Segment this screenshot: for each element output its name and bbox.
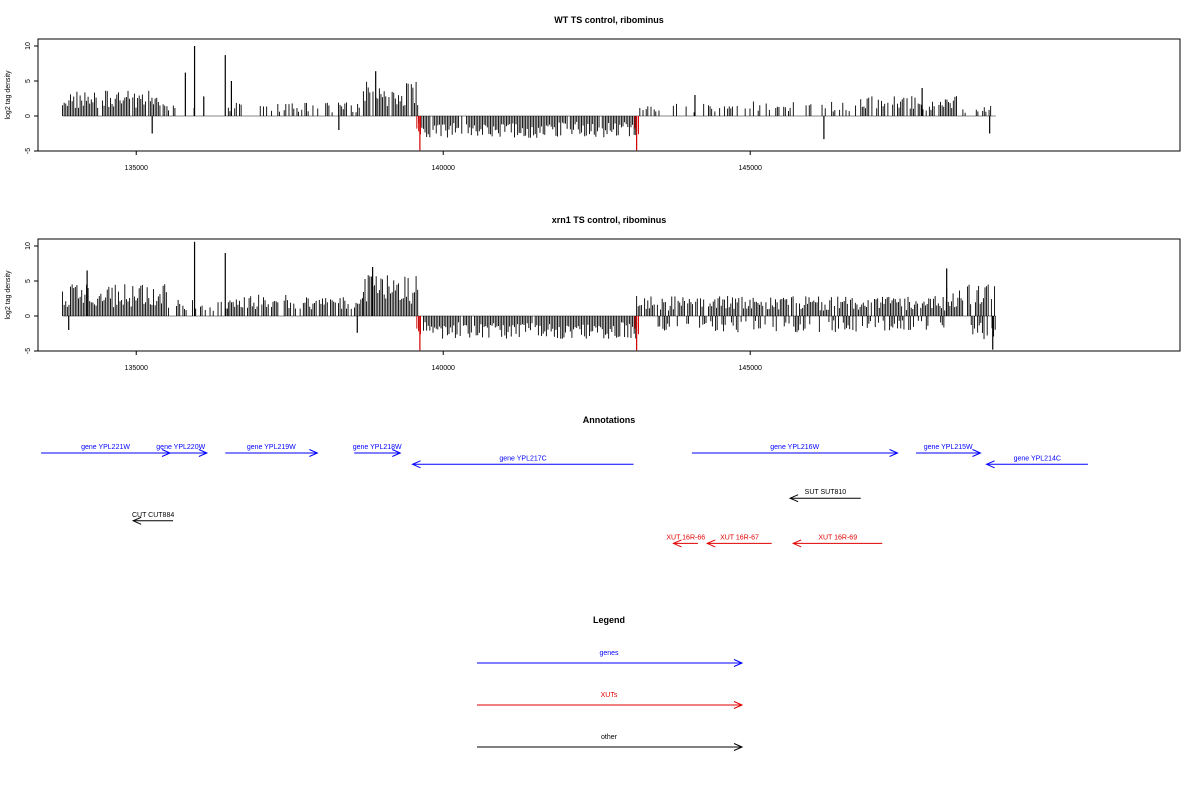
y-axis-label: log2 tag density (5, 70, 12, 120)
feature-xut-16r-67: XUT 16R-67 (705, 534, 772, 548)
feature-label: XUT 16R-67 (720, 534, 759, 541)
legend-panel: Legend genes XUTs other (477, 615, 744, 751)
panel-xrn1: xrn1 TS control, ribominus log2 tag densi… (5, 215, 1181, 372)
x-tick-label: 145000 (739, 165, 762, 172)
annotations-title: Annotations (583, 415, 636, 425)
feature-gene-ypl221w: gene YPL221W (41, 444, 172, 457)
feature-sut-sut810: SUT SUT810 (788, 489, 861, 503)
feature-arrowhead (889, 449, 899, 457)
x-tick-label: 135000 (125, 165, 148, 172)
feature-arrowhead (198, 449, 209, 457)
legend-arrowhead (733, 701, 744, 709)
y-tick-label: -5 (25, 348, 32, 354)
density-bars (62, 241, 996, 351)
density-bars (62, 46, 992, 151)
panel-wt: WT TS control, ribominus log2 tag density… (5, 15, 1181, 172)
feature-label: gene YPL221W (81, 444, 130, 451)
feature-label: CUT CUT884 (132, 512, 174, 519)
feature-arrowhead (392, 449, 402, 457)
feature-arrowhead (672, 539, 682, 548)
feature-arrowhead (791, 539, 802, 548)
legend-title: Legend (593, 615, 625, 625)
feature-label: XUT 16R-66 (666, 534, 705, 541)
feature-label: gene YPL214C (1014, 455, 1061, 462)
feature-arrowhead (788, 494, 799, 503)
legend-item-genes: genes (477, 650, 744, 667)
feature-gene-ypl216w: gene YPL216W (691, 444, 899, 457)
y-tick-label: 10 (25, 242, 32, 250)
feature-gene-ypl214c: gene YPL214C (985, 455, 1088, 469)
feature-xut-16r-66: XUT 16R-66 (666, 534, 705, 548)
x-tick-label: 140000 (432, 165, 455, 172)
feature-cut-cut884: CUT CUT884 (131, 512, 174, 525)
legend-item-other: other (477, 734, 744, 751)
feature-arrowhead (705, 539, 716, 548)
y-tick-label: -5 (25, 148, 32, 154)
feature-gene-ypl218w: gene YPL218W (353, 444, 402, 457)
plot-frame (37, 238, 1181, 352)
chart-title: WT TS control, ribominus (554, 15, 664, 25)
plot-frame (37, 38, 1181, 152)
chart-title: xrn1 TS control, ribominus (552, 215, 667, 225)
feature-arrowhead (131, 516, 142, 525)
annotations-panel: Annotations gene YPL221W gene YPL220W gene … (41, 415, 1088, 548)
legend-label: genes (599, 650, 619, 657)
feature-label: gene YPL215W (924, 444, 973, 451)
feature-arrowhead (985, 460, 995, 469)
x-tick-label: 135000 (125, 365, 148, 372)
y-tick-label: 0 (25, 314, 32, 318)
feature-label: gene YPL219W (247, 444, 296, 451)
feature-label: gene YPL217C (499, 455, 546, 462)
legend-arrowhead (733, 659, 744, 667)
feature-arrowhead (972, 449, 982, 457)
y-tick-label: 5 (25, 79, 32, 83)
feature-label: gene YPL216W (770, 444, 819, 451)
y-tick-label: 10 (25, 42, 32, 50)
y-tick-label: 5 (25, 279, 32, 283)
x-tick-label: 140000 (432, 365, 455, 372)
legend-label: other (601, 734, 618, 741)
legend-label: XUTs (601, 692, 618, 699)
feature-gene-ypl215w: gene YPL215W (915, 444, 982, 457)
feature-gene-ypl219w: gene YPL219W (225, 444, 319, 457)
feature-label: gene YPL218W (353, 444, 402, 451)
y-tick-label: 0 (25, 114, 32, 118)
feature-label: SUT SUT810 (805, 489, 847, 496)
legend-arrowhead (733, 743, 744, 751)
feature-label: XUT 16R-69 (818, 534, 857, 541)
feature-arrowhead (411, 460, 421, 469)
legend-item-xuts: XUTs (477, 692, 744, 709)
feature-xut-16r-69: XUT 16R-69 (791, 534, 883, 548)
feature-gene-ypl217c: gene YPL217C (411, 455, 634, 469)
x-tick-label: 145000 (739, 365, 762, 372)
y-axis-label: log2 tag density (5, 270, 12, 320)
feature-arrowhead (309, 449, 319, 457)
feature-label: gene YPL220W (156, 444, 205, 451)
feature-gene-ypl220w: gene YPL220W (154, 444, 209, 457)
